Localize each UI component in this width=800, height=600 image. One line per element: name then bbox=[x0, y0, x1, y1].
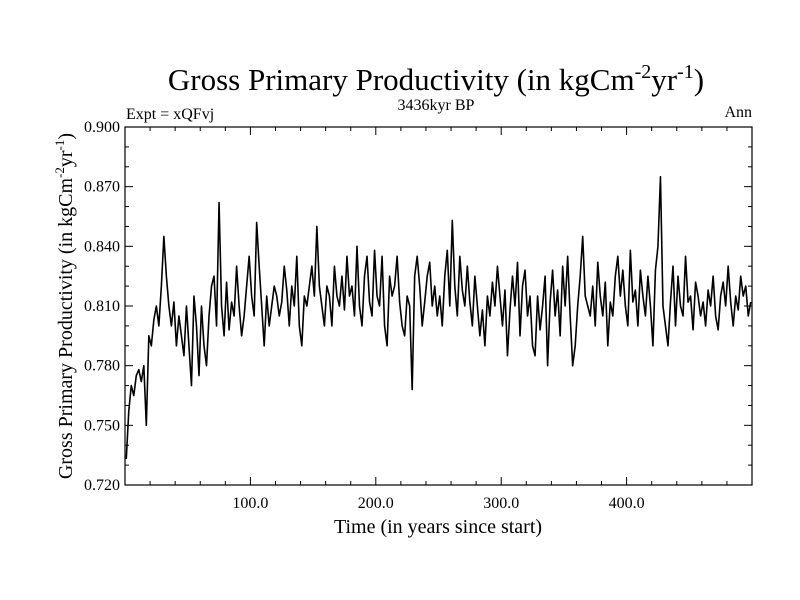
y-tick-label: 0.870 bbox=[84, 179, 120, 196]
x-axis-label: Time (in years since start) bbox=[334, 516, 542, 538]
chart-subtitle: 3436kyr BP bbox=[398, 97, 475, 114]
y-tick-label: 0.780 bbox=[84, 358, 120, 375]
y-tick-label: 0.720 bbox=[84, 477, 120, 494]
plot-frame bbox=[124, 126, 753, 486]
ylabel-mid: yr bbox=[55, 150, 77, 167]
y-tick-label: 0.900 bbox=[84, 119, 120, 136]
series-line-gpp bbox=[125, 175, 752, 460]
x-tick-label: 100.0 bbox=[232, 495, 268, 512]
ylabel-end: ) bbox=[55, 133, 77, 140]
x-tick-label: 400.0 bbox=[609, 495, 645, 512]
y-tick-label: 0.840 bbox=[84, 238, 120, 255]
title-superscript-2: -1 bbox=[677, 61, 694, 83]
title-end: ) bbox=[694, 62, 704, 97]
y-tick-label: 0.810 bbox=[84, 298, 120, 315]
experiment-label: Expt = xQFvj bbox=[126, 106, 214, 123]
title-main: Gross Primary Productivity (in kgCm bbox=[168, 62, 635, 97]
season-label: Ann bbox=[724, 104, 752, 121]
chart-title: Gross Primary Productivity (in kgCm-2yr-… bbox=[168, 61, 704, 97]
y-tick-label: 0.750 bbox=[84, 417, 120, 434]
ylabel-superscript-1: -2 bbox=[52, 167, 67, 178]
title-superscript-1: -2 bbox=[635, 61, 652, 83]
x-tick-label: 200.0 bbox=[358, 495, 394, 512]
series-group bbox=[125, 175, 752, 460]
axis-tick-labels: 0.720 0.750 0.780 0.810 0.840 0.870 0.900 100.0… bbox=[84, 119, 645, 512]
x-tick-label: 300.0 bbox=[483, 495, 519, 512]
title-mid: yr bbox=[651, 62, 678, 97]
ylabel-main: Gross Primary Productivity (in kgCm bbox=[55, 178, 77, 480]
ylabel-superscript-2: -1 bbox=[52, 140, 67, 151]
y-axis-label: Gross Primary Productivity (in kgCm-2yr-… bbox=[52, 133, 77, 479]
